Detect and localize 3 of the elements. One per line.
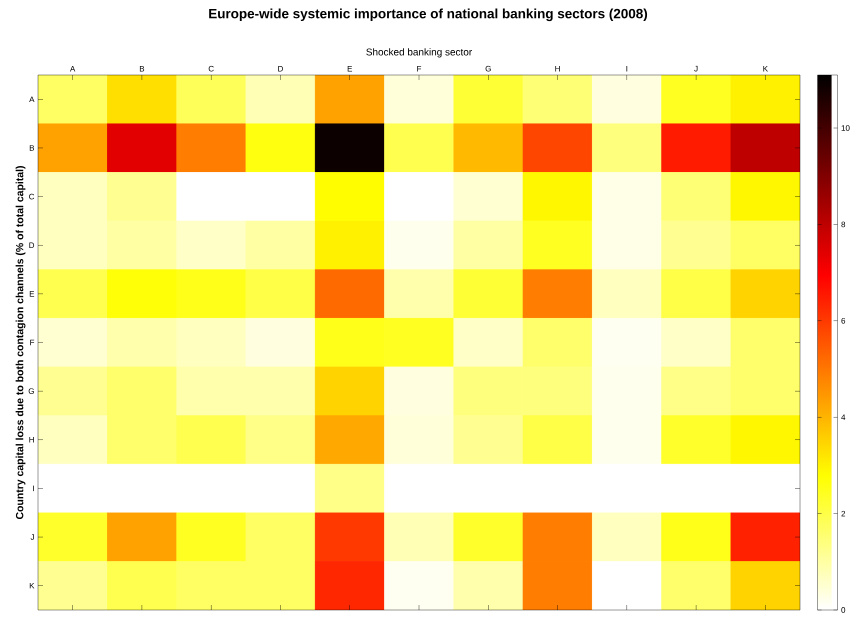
x-axis-title: Shocked banking sector — [366, 48, 472, 58]
y-axis-title: Country capital loss due to both contagion channels (% of total capital) — [16, 166, 26, 520]
chart-title: Europe-wide systemic importance of national banking sectors (2008) — [209, 8, 648, 22]
